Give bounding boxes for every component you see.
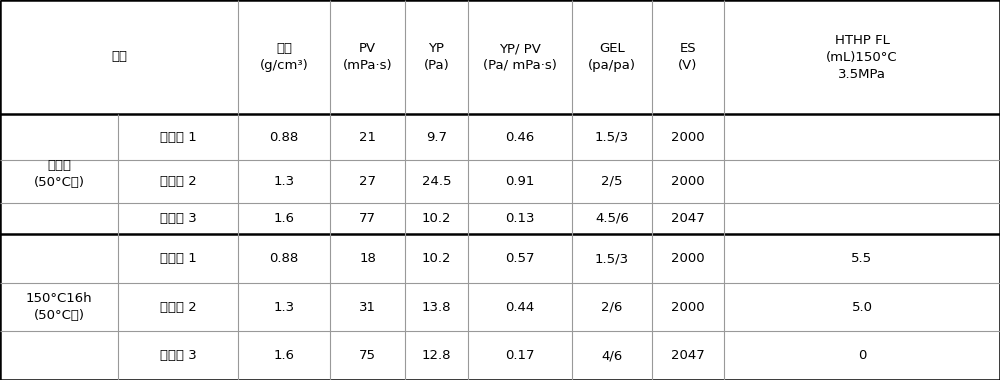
Text: 1.5/3: 1.5/3 [595,252,629,265]
Text: 10.2: 10.2 [422,252,451,265]
Text: PV
(mPa·s): PV (mPa·s) [343,42,392,72]
Text: 0: 0 [858,349,866,362]
Text: 0.46: 0.46 [505,131,535,144]
Text: HTHP FL
(mL)150°C
3.5MPa: HTHP FL (mL)150°C 3.5MPa [826,33,898,81]
Text: 密度
(g/cm³): 密度 (g/cm³) [260,42,308,72]
Text: 2047: 2047 [671,212,705,225]
Text: 2047: 2047 [671,349,705,362]
Text: 1.3: 1.3 [273,301,295,314]
Text: 实施例 1: 实施例 1 [160,252,196,265]
Text: 9.7: 9.7 [426,131,447,144]
Text: 4.5/6: 4.5/6 [595,212,629,225]
Text: 1.6: 1.6 [274,212,295,225]
Text: 2000: 2000 [671,131,705,144]
Text: 1.6: 1.6 [274,349,295,362]
Text: 27: 27 [359,175,376,188]
Text: 实施例 2: 实施例 2 [160,175,196,188]
Text: 5.5: 5.5 [851,252,873,265]
Text: 2000: 2000 [671,252,705,265]
Text: 0.17: 0.17 [505,349,535,362]
Text: 4/6: 4/6 [601,349,623,362]
Text: 5.0: 5.0 [852,301,872,314]
Text: 0.91: 0.91 [505,175,535,188]
Text: 10.2: 10.2 [422,212,451,225]
Text: 18: 18 [359,252,376,265]
Text: 1.5/3: 1.5/3 [595,131,629,144]
Text: ES
(V): ES (V) [678,42,698,72]
Text: GEL
(pa/pa): GEL (pa/pa) [588,42,636,72]
Text: 0.88: 0.88 [269,131,299,144]
Text: 2/6: 2/6 [601,301,623,314]
Text: 21: 21 [359,131,376,144]
Text: YP/ PV
(Pa/ mPa·s): YP/ PV (Pa/ mPa·s) [483,42,557,72]
Text: 项目: 项目 [111,51,127,63]
Text: 31: 31 [359,301,376,314]
Text: 24.5: 24.5 [422,175,451,188]
Text: 实施例 1: 实施例 1 [160,131,196,144]
Text: 0.13: 0.13 [505,212,535,225]
Text: 150°C16h
(50°C测): 150°C16h (50°C测) [26,292,92,322]
Text: 0.57: 0.57 [505,252,535,265]
Text: 1.3: 1.3 [273,175,295,188]
Text: 实施例 3: 实施例 3 [160,212,196,225]
Text: 13.8: 13.8 [422,301,451,314]
Text: 2000: 2000 [671,175,705,188]
Text: 2/5: 2/5 [601,175,623,188]
Text: YP
(Pa): YP (Pa) [424,42,449,72]
Text: 实施例 3: 实施例 3 [160,349,196,362]
Text: 75: 75 [359,349,376,362]
Text: 12.8: 12.8 [422,349,451,362]
Text: 实施例 2: 实施例 2 [160,301,196,314]
Text: 77: 77 [359,212,376,225]
Text: 2000: 2000 [671,301,705,314]
Text: 热滚前
(50°C测): 热滚前 (50°C测) [34,159,84,189]
Text: 0.88: 0.88 [269,252,299,265]
Text: 0.44: 0.44 [505,301,535,314]
